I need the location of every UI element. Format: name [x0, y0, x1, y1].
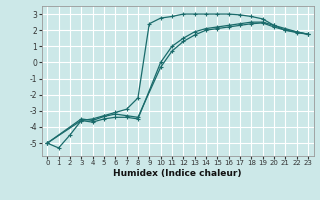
X-axis label: Humidex (Indice chaleur): Humidex (Indice chaleur): [113, 169, 242, 178]
